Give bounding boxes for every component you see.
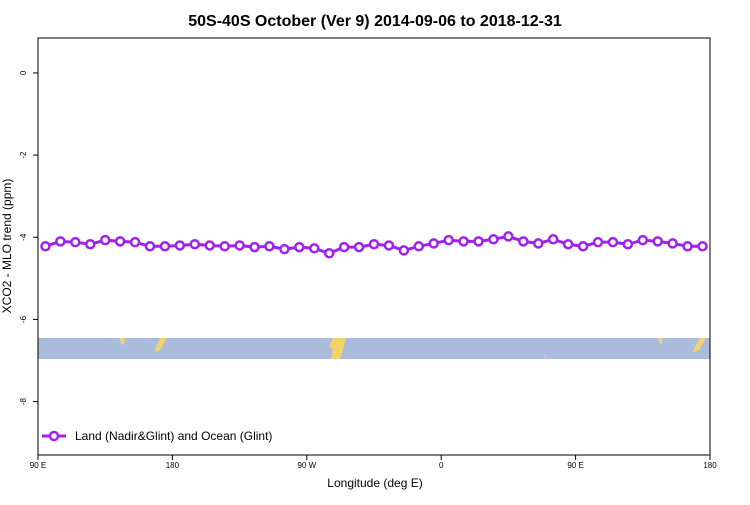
land bbox=[692, 338, 706, 353]
land bbox=[544, 355, 547, 359]
y-axis-label: XCO2 - MLO trend (ppm) bbox=[0, 179, 14, 314]
data-point bbox=[383, 240, 395, 251]
data-point bbox=[204, 240, 215, 251]
land bbox=[329, 338, 346, 359]
data-point bbox=[114, 236, 126, 247]
land bbox=[120, 338, 125, 345]
data-point bbox=[592, 236, 604, 248]
data-point bbox=[234, 240, 245, 251]
land bbox=[658, 338, 662, 344]
data-point bbox=[353, 241, 365, 253]
data-point bbox=[99, 234, 111, 246]
data-point bbox=[622, 238, 634, 250]
plot-frame bbox=[37, 37, 711, 456]
x-tick-label: 0 bbox=[439, 461, 444, 470]
data-point bbox=[577, 241, 589, 252]
data-point bbox=[518, 236, 529, 247]
land bbox=[154, 338, 167, 352]
data-point bbox=[473, 236, 484, 247]
data-point bbox=[607, 236, 619, 248]
data-point bbox=[443, 234, 454, 246]
x-tick-label: 90 E bbox=[567, 461, 583, 470]
data-point bbox=[533, 238, 544, 249]
data-point bbox=[458, 236, 469, 247]
y-tick-label: -6 bbox=[19, 315, 28, 323]
y-tick-label: -8 bbox=[19, 397, 28, 405]
legend-marker bbox=[48, 430, 60, 442]
data-point bbox=[279, 243, 290, 255]
ocean-band bbox=[38, 338, 710, 359]
x-tick-label: 90 W bbox=[297, 461, 316, 470]
land-ocean-map bbox=[38, 338, 710, 359]
data-point bbox=[189, 238, 201, 250]
data-point bbox=[637, 234, 649, 246]
x-tick-label: 180 bbox=[166, 461, 180, 470]
data-point bbox=[338, 241, 350, 253]
data-point bbox=[144, 241, 156, 252]
data-point bbox=[413, 241, 425, 252]
data-point bbox=[368, 238, 380, 250]
data-point bbox=[294, 241, 305, 253]
data-point bbox=[323, 248, 335, 259]
data-point bbox=[503, 231, 514, 242]
data-point bbox=[547, 234, 559, 245]
data-point bbox=[70, 236, 81, 248]
data-point bbox=[174, 240, 186, 251]
data-point bbox=[219, 241, 230, 252]
data-point bbox=[159, 241, 171, 252]
data-point bbox=[667, 238, 678, 249]
data-point bbox=[55, 236, 66, 247]
x-axis-label: Longitude (deg E) bbox=[327, 476, 422, 490]
y-tick-label: -4 bbox=[19, 233, 28, 241]
data-point bbox=[428, 238, 439, 249]
x-tick-label: 90 E bbox=[30, 461, 46, 470]
chart-title: 50S-40S October (Ver 9) 2014-09-06 to 20… bbox=[188, 13, 562, 30]
data-point bbox=[85, 238, 96, 250]
data-point bbox=[264, 241, 275, 252]
data-point bbox=[697, 241, 708, 252]
data-point bbox=[249, 241, 260, 253]
data-point bbox=[129, 236, 141, 248]
y-tick-label: -2 bbox=[19, 151, 28, 159]
data-point bbox=[562, 238, 574, 250]
data-point bbox=[652, 236, 663, 247]
x-tick-label: 180 bbox=[703, 461, 717, 470]
data-point bbox=[309, 243, 320, 254]
legend-label: Land (Nadir&Glint) and Ocean (Glint) bbox=[75, 429, 272, 443]
data-point bbox=[398, 245, 410, 256]
data-point bbox=[488, 234, 499, 245]
data-point bbox=[40, 241, 51, 252]
y-tick-label: 0 bbox=[19, 70, 28, 75]
data-point bbox=[682, 241, 693, 252]
